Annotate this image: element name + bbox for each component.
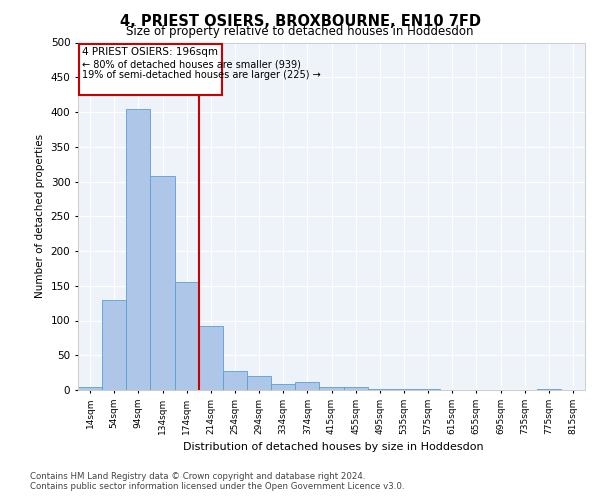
Text: Contains public sector information licensed under the Open Government Licence v3: Contains public sector information licen… [30, 482, 404, 491]
Bar [175, 282, 199, 390]
Bar [223, 370, 247, 390]
Bar [319, 386, 344, 390]
FancyBboxPatch shape [79, 44, 221, 94]
Bar [199, 326, 223, 390]
Bar [271, 384, 295, 390]
Bar [151, 176, 175, 390]
Text: 4 PRIEST OSIERS: 196sqm: 4 PRIEST OSIERS: 196sqm [82, 48, 218, 58]
Bar [368, 388, 392, 390]
Y-axis label: Number of detached properties: Number of detached properties [35, 134, 45, 298]
Text: ← 80% of detached houses are smaller (939): ← 80% of detached houses are smaller (93… [82, 59, 301, 69]
Text: Size of property relative to detached houses in Hoddesdon: Size of property relative to detached ho… [126, 25, 474, 38]
Bar [102, 300, 126, 390]
Bar [247, 376, 271, 390]
Text: Contains HM Land Registry data © Crown copyright and database right 2024.: Contains HM Land Registry data © Crown c… [30, 472, 365, 481]
Text: Distribution of detached houses by size in Hoddesdon: Distribution of detached houses by size … [182, 442, 484, 452]
Bar [78, 386, 102, 390]
Bar [295, 382, 319, 390]
Text: 4, PRIEST OSIERS, BROXBOURNE, EN10 7FD: 4, PRIEST OSIERS, BROXBOURNE, EN10 7FD [119, 14, 481, 29]
Bar [126, 108, 151, 390]
Text: 19% of semi-detached houses are larger (225) →: 19% of semi-detached houses are larger (… [82, 70, 321, 81]
Bar [344, 386, 368, 390]
